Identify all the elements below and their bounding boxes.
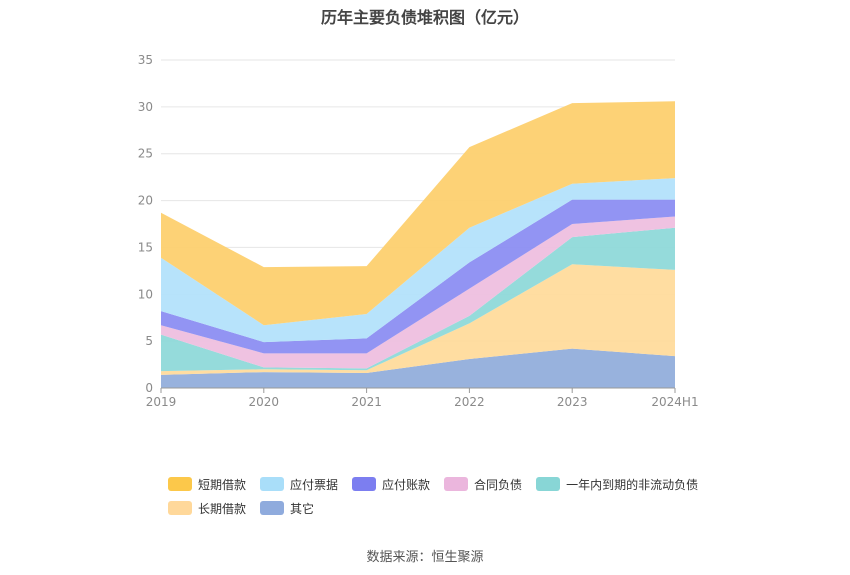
x-tick-labels: 2019 2020 2021 2022 2023 2024H1 [146,395,699,409]
area-series-4 [161,199,675,354]
y-tick-label: 20 [138,194,153,208]
legend-swatch [260,501,285,515]
chart-title: 历年主要负债堆积图（亿元） [320,8,529,27]
x-tick-label: 2021 [351,395,382,409]
area-series-1 [161,264,675,375]
legend-item[interactable]: 应付账款 [352,476,430,493]
legend: 短期借款 应付票据 应付账款 合同负债 一年内到期的非流动负债长期借款 其它 [168,472,728,520]
y-tick-label: 0 [145,381,153,395]
y-tick-label: 30 [138,100,153,114]
y-tick-label: 5 [145,334,153,348]
legend-swatch [168,477,192,491]
legend-swatch [168,501,192,515]
legend-row: 长期借款 其它 [168,496,728,520]
legend-item[interactable]: 长期借款 [168,500,246,517]
legend-row: 短期借款 应付票据 应付账款 合同负债 一年内到期的非流动负债 [168,472,728,496]
legend-item[interactable]: 应付票据 [260,476,338,493]
y-tick-label: 15 [138,240,153,254]
legend-swatch [352,477,377,491]
legend-label: 一年内到期的非流动负债 [566,477,699,492]
y-tick-label: 35 [138,53,153,67]
axes [160,387,676,393]
legend-item[interactable]: 合同负债 [444,476,522,493]
legend-item[interactable]: 一年内到期的非流动负债 [536,476,698,493]
legend-swatch [260,477,285,491]
area-series-group [161,101,675,388]
area-series-3 [161,216,675,369]
legend-label: 其它 [290,501,315,516]
legend-swatch [444,477,469,491]
area-series-0 [161,348,675,388]
legend-item[interactable]: 短期借款 [168,476,246,493]
legend-label: 应付票据 [290,477,339,492]
area-series-2 [161,227,675,372]
y-tick-labels: 0 5 10 15 20 25 30 35 [138,53,153,395]
x-tick-label: 2024H1 [651,395,698,409]
legend-label: 合同负债 [474,477,523,492]
source-note: 数据来源：恒生聚源 [366,550,484,565]
area-series-5 [161,178,675,343]
x-tick-label: 2019 [146,395,177,409]
legend-item[interactable]: 其它 [260,500,314,517]
legend-label: 应付账款 [382,477,431,492]
legend-swatch [536,477,561,491]
area-series-6 [161,101,675,326]
stacked-area-chart: 0 5 10 15 20 25 30 35 2019 2020 2021 2022 2023 2024H… [138,53,699,409]
x-tick-label: 2020 [249,395,280,409]
legend-label: 长期借款 [198,501,247,516]
x-tick-label: 2022 [454,395,485,409]
x-tick-label: 2023 [557,395,588,409]
y-tick-label: 25 [138,147,153,161]
legend-label: 短期借款 [198,477,247,492]
y-tick-label: 10 [138,287,153,301]
